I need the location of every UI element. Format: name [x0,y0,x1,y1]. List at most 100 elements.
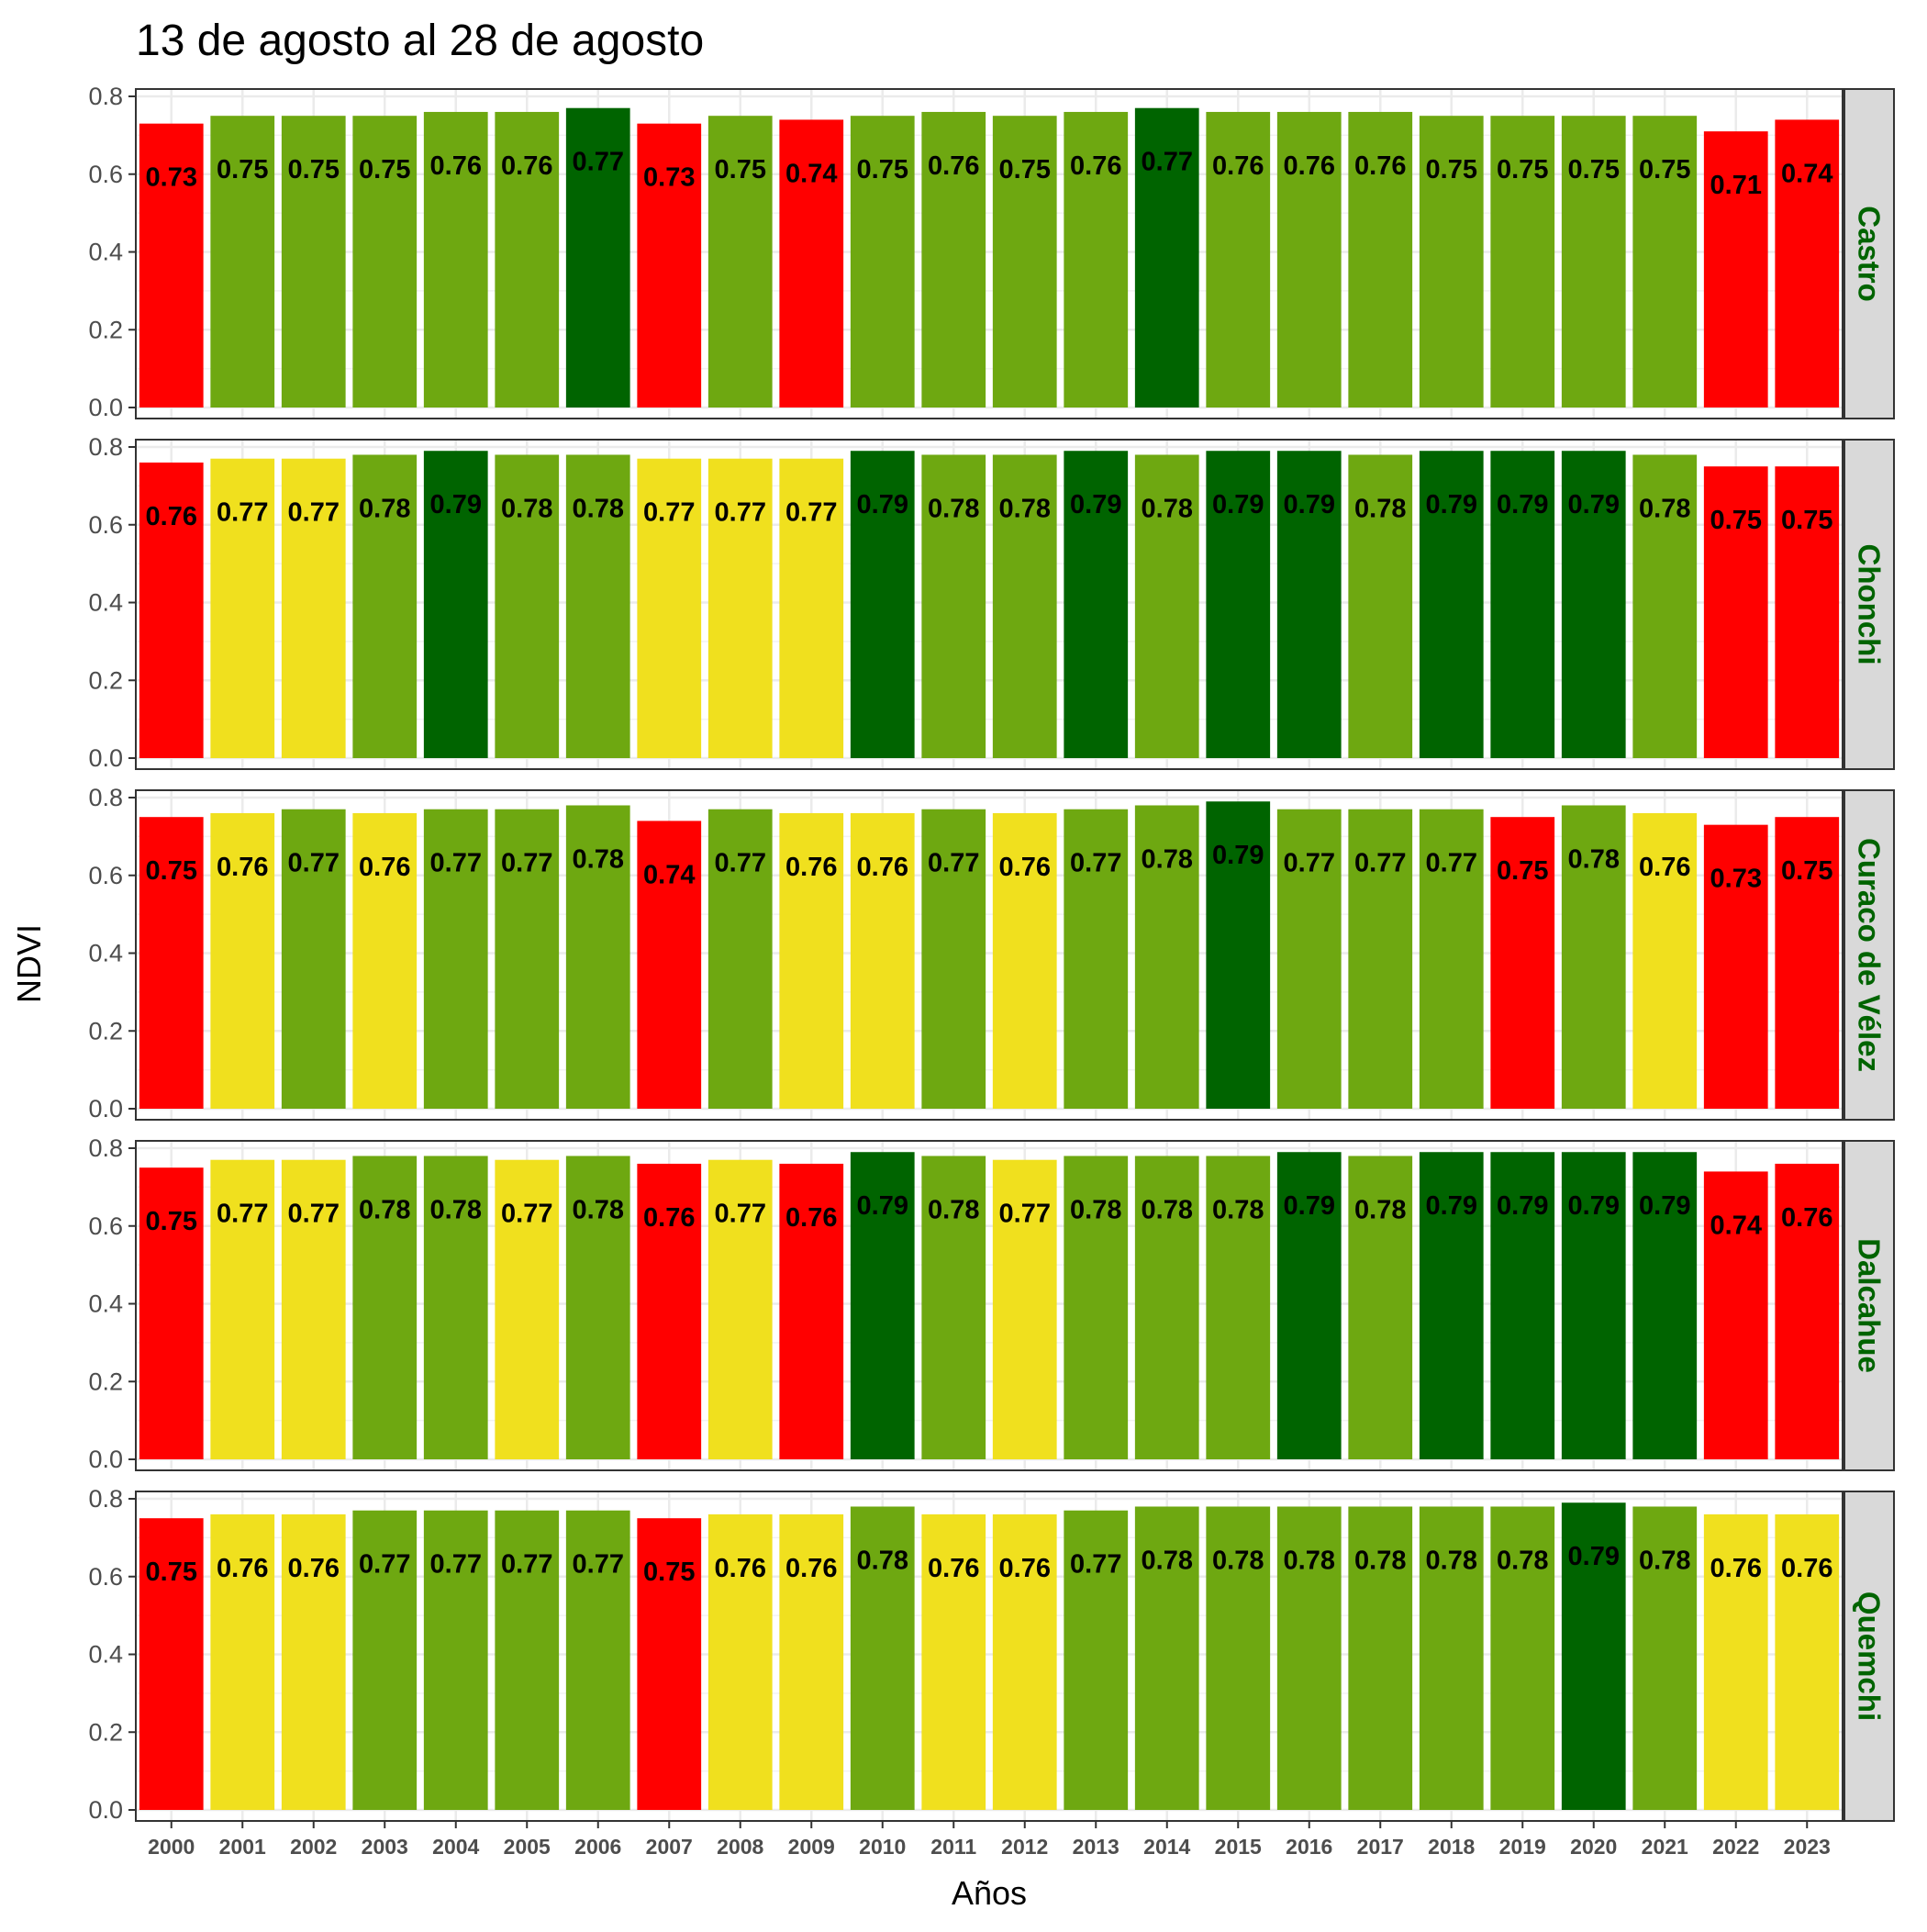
bar [139,1518,204,1810]
x-tick-label: 2020 [1570,1835,1617,1859]
bar-value-label: 0.79 [1497,490,1548,519]
bar [707,1159,773,1459]
bar [1490,116,1555,408]
bar [1276,1152,1342,1459]
panel-background [136,790,1843,1120]
facet-panel: 0.0 0.2 0.4 0.6 0.8 0.75 0.76 0.76 0.77 0.77 0.77 0… [88,1485,1895,1824]
bar-value-label: 0.76 [1710,1554,1762,1583]
bar [1632,1506,1698,1810]
x-tick-label: 2009 [788,1835,835,1859]
bar [1276,1506,1342,1810]
bar-value-label: 0.79 [1639,1191,1690,1221]
bar-value-label: 0.77 [999,1200,1051,1229]
bar-value-label: 0.77 [1142,148,1193,177]
bar-value-label: 0.79 [430,490,482,519]
bar [1419,1152,1484,1459]
bar-value-label: 0.77 [501,1550,552,1580]
bar [565,107,630,408]
y-tick-label: 0.2 [88,1718,123,1746]
x-tick-label: 2016 [1286,1835,1332,1859]
bar [1064,1510,1129,1810]
facet-strip [1843,1140,1895,1471]
bar-value-label: 0.75 [1710,506,1762,535]
y-tick-label: 0.2 [88,1368,123,1395]
x-tick-label: 2000 [148,1835,195,1859]
bar-value-label: 0.76 [928,1554,979,1583]
bar [1348,111,1413,408]
bar [352,116,418,408]
chart-title: 13 de agosto al 28 de agosto [136,17,704,65]
y-tick-label: 0.0 [88,1095,123,1122]
bar [1348,454,1413,758]
x-tick-label: 2001 [219,1835,266,1859]
y-tick-label: 0.4 [88,1290,123,1318]
bar [1632,454,1698,758]
x-tick-label: 2004 [432,1835,479,1859]
bar-value-label: 0.76 [1781,1554,1832,1583]
x-tick-label: 2013 [1073,1835,1119,1859]
bar [281,1159,346,1459]
x-tick-label: 2010 [859,1835,906,1859]
bar [1064,451,1129,758]
bar-value-label: 0.77 [430,1550,482,1580]
bar [779,812,844,1109]
bar-value-label: 0.76 [1070,151,1121,181]
bar-value-label: 0.77 [359,1550,410,1580]
facet-strip-label: Chonchi [1853,544,1887,665]
y-tick-label: 0.2 [88,316,123,343]
bar-value-label: 0.77 [1070,849,1121,878]
facet-panels: 0.00.20.40.60.80.73 0.75 0.75 0.75 0.76 0.76 0… [88,83,1895,1824]
x-tick-label: 2023 [1784,1835,1831,1859]
bar-value-label: 0.76 [217,1554,268,1583]
bar-value-label: 0.77 [1426,849,1477,878]
bar-value-label: 0.75 [146,1207,197,1236]
bar-value-label: 0.75 [146,1558,197,1587]
bar-value-label: 0.77 [288,1200,340,1229]
bar [1561,451,1626,758]
bar [707,116,773,408]
bar-value-label: 0.76 [857,853,908,882]
bar-value-label: 0.77 [643,498,695,528]
bar-value-label: 0.76 [288,1554,340,1583]
bar-value-label: 0.79 [1426,490,1477,519]
bar-value-label: 0.78 [1426,1546,1477,1575]
bar-value-label: 0.76 [999,1554,1051,1583]
y-tick-label: 0.4 [88,589,123,617]
y-tick-label: 0.0 [88,394,123,421]
bar [1490,1152,1555,1459]
bar [637,1518,702,1810]
bar-value-label: 0.73 [643,163,695,193]
bar-value-label: 0.75 [857,155,908,184]
facet-strip [1843,439,1895,770]
bar [921,454,986,758]
bar [1348,1506,1413,1810]
x-tick-label: 2006 [574,1835,621,1859]
bar-value-label: 0.79 [1568,490,1620,519]
y-axis-title: NDVI [10,924,48,1003]
x-tick-label: 2019 [1499,1835,1546,1859]
bar [1490,817,1555,1109]
bar-value-label: 0.74 [1710,1211,1762,1240]
bar-value-label: 0.75 [999,155,1051,184]
bar [1276,809,1342,1109]
bar [779,119,844,408]
panel-background [136,1141,1843,1470]
bar-value-label: 0.78 [573,844,624,874]
bar [1134,454,1199,758]
bar [352,454,418,758]
x-tick-label: 2015 [1215,1835,1262,1859]
x-axis-ticks: 2000 2001 2002 2003 2004 2005 2006 2007 2008 2009… [148,1821,1831,1859]
bar [707,458,773,758]
bar-value-label: 0.77 [501,1200,552,1229]
bar-value-label: 0.79 [1284,1191,1335,1221]
bar [1276,111,1342,408]
bar-value-label: 0.78 [501,494,552,523]
bar [423,111,488,408]
bar [850,116,915,408]
bar-value-label: 0.78 [1639,494,1690,523]
bar [921,809,986,1109]
x-tick-label: 2005 [504,1835,551,1859]
bar-value-label: 0.77 [288,849,340,878]
facet-panel: 0.0 0.2 0.4 0.6 0.8 0.73 0.75 0.75 0.75 0.76 0.76 0… [88,83,1895,421]
bar [1134,1156,1199,1459]
